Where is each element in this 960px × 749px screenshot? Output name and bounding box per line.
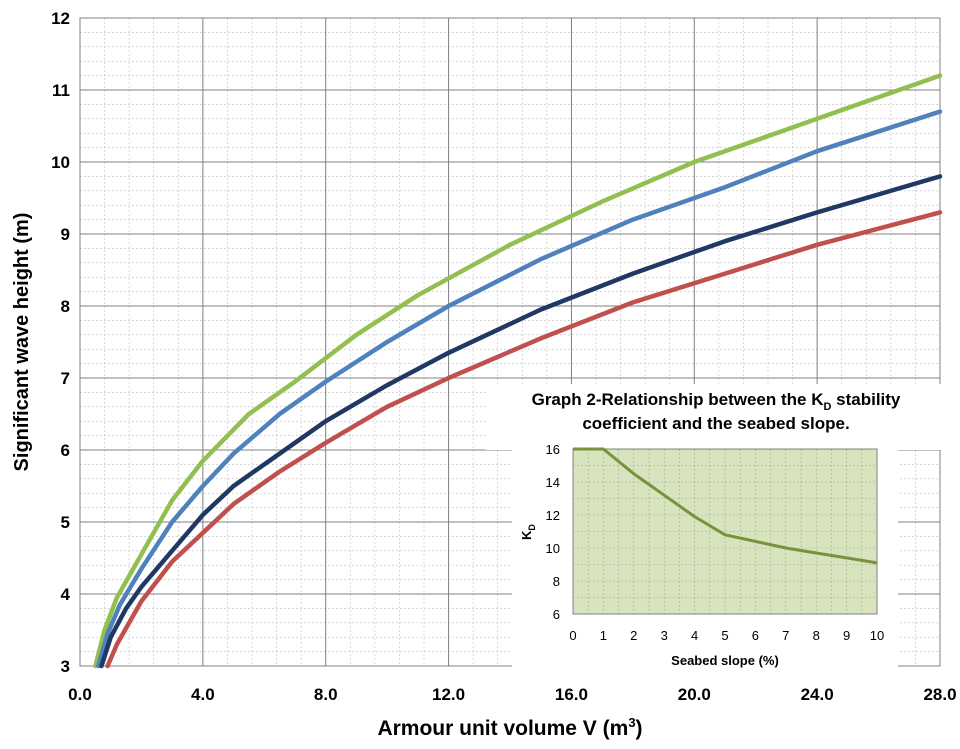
- inset-title-sub: D: [823, 401, 831, 413]
- inset-x-tick-label: 7: [782, 628, 789, 643]
- x-tick-label: 24.0: [801, 685, 834, 704]
- inset-x-axis-title: Seabed slope (%): [671, 653, 779, 668]
- main-plot-border: [79, 17, 941, 667]
- x-tick-label: 8.0: [314, 685, 338, 704]
- x-tick-label: 16.0: [555, 685, 588, 704]
- inset-y-tick-labels: 6 8 10 12 14 16: [546, 442, 560, 622]
- inset-x-tick-label: 8: [813, 628, 820, 643]
- inset-title-backdrop: [486, 384, 944, 450]
- inset-y-tick-label: 14: [546, 475, 560, 490]
- x-tick-label: 12.0: [432, 685, 465, 704]
- y-axis-title: Significant wave height (m): [11, 213, 33, 472]
- inset-y-tick-label: 10: [546, 541, 560, 556]
- inset-x-tick-label: 1: [600, 628, 607, 643]
- x-tick-label: 0.0: [68, 685, 92, 704]
- series-line-4: [105, 210, 943, 669]
- series-line-1: [93, 73, 943, 669]
- inset-x-tick-label: 9: [843, 628, 850, 643]
- inset-series: [573, 447, 878, 565]
- inset-title-line1: Graph 2-Relationship between the KD stab…: [532, 390, 901, 413]
- main-x-tick-labels: 0.0 4.0 8.0 12.0 16.0 20.0 24.0 28.0: [68, 685, 956, 704]
- inset-y-axis-title: KD: [519, 524, 537, 540]
- inset-y-axis-title-main: K: [519, 530, 534, 540]
- inset-x-tick-label: 10: [870, 628, 884, 643]
- inset-y-tick-label: 8: [553, 574, 560, 589]
- main-y-tick-labels: 3 4 5 6 7 8 9 10 11 12: [51, 9, 70, 676]
- y-tick-label: 12: [51, 9, 70, 28]
- inset-x-tick-labels: 0 1 2 3 4 5 6 7 8 9 10: [569, 628, 884, 643]
- inset-x-tick-label: 0: [569, 628, 576, 643]
- y-tick-label: 10: [51, 153, 70, 172]
- inset-x-tick-label: 4: [691, 628, 698, 643]
- y-tick-label: 11: [52, 81, 70, 100]
- y-tick-label: 8: [61, 297, 70, 316]
- x-axis-title-end: ): [636, 717, 643, 740]
- x-tick-label: 4.0: [191, 685, 215, 704]
- inset-x-tick-label: 5: [721, 628, 728, 643]
- inset-title-line1-main: Graph 2-Relationship between the K: [532, 390, 825, 409]
- x-axis-title: Armour unit volume V (m3): [377, 715, 642, 740]
- x-axis-title-sup: 3: [628, 715, 635, 730]
- inset-y-axis-title-sub: D: [527, 524, 537, 531]
- inset-y-tick-label: 12: [546, 508, 560, 523]
- inset-x-tick-label: 3: [661, 628, 668, 643]
- y-tick-label: 5: [61, 513, 70, 532]
- inset-series-line-1: [573, 447, 878, 565]
- y-tick-label: 9: [61, 225, 70, 244]
- inset-x-tick-label: 2: [630, 628, 637, 643]
- inset-title-line2: coefficient and the seabed slope.: [582, 414, 849, 433]
- series-line-2: [96, 109, 943, 669]
- y-tick-label: 3: [61, 657, 70, 676]
- x-tick-label: 28.0: [923, 685, 956, 704]
- series-line-3: [99, 174, 943, 669]
- inset-x-tick-label: 6: [752, 628, 759, 643]
- y-tick-label: 6: [61, 441, 70, 460]
- main-series: [93, 73, 943, 669]
- inset-y-tick-label: 6: [553, 607, 560, 622]
- inset-y-tick-label: 16: [546, 442, 560, 457]
- inset-plot-border: [572, 448, 878, 615]
- y-tick-label: 7: [61, 369, 70, 388]
- y-tick-label: 4: [61, 585, 71, 604]
- x-tick-label: 20.0: [678, 685, 711, 704]
- inset-title-line1-end: stability: [831, 390, 901, 409]
- x-axis-title-main: Armour unit volume V (m: [377, 717, 628, 740]
